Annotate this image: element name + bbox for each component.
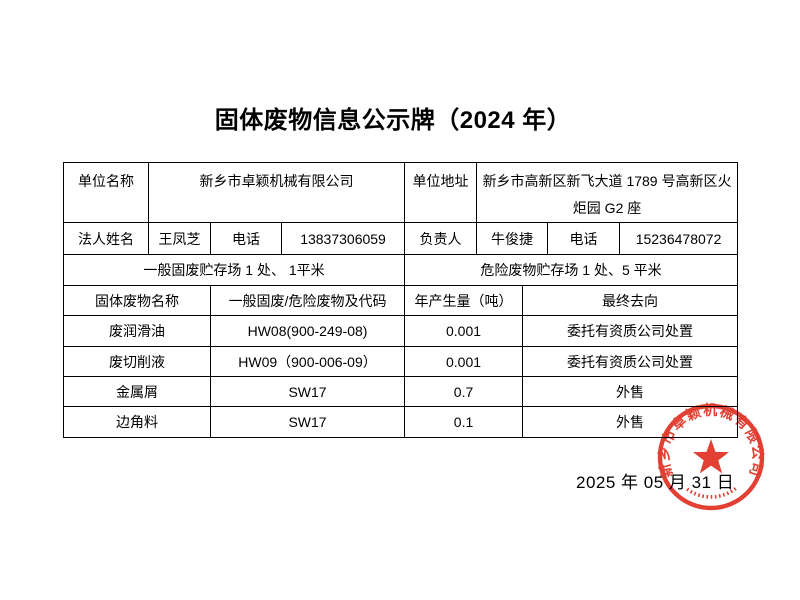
waste-destination: 委托有资质公司处置 xyxy=(522,315,739,347)
header-waste-code: 一般固废/危险废物及代码 xyxy=(209,285,406,316)
page-title: 固体废物信息公示牌（2024 年） xyxy=(214,107,572,134)
table-row: 法人姓名 王凤芝 电话 13837306059 负责人 牛俊捷 电话 15236… xyxy=(63,222,739,255)
waste-amount: 0.1 xyxy=(404,406,524,438)
general-storage-cell: 一般固废贮存场 1 处、 1平米 xyxy=(62,254,406,286)
unit-address-value: 新乡市高新区新飞大道 1789 号高新区火炬园 G2 座 xyxy=(476,162,739,223)
legal-person-value: 王凤芝 xyxy=(148,222,211,255)
table-row: 废切削液 HW09（900-006-09） 0.001 委托有资质公司处置 xyxy=(63,346,739,377)
table-row: 金属屑 SW17 0.7 外售 xyxy=(63,376,739,407)
issue-date: 2025 年 05 月 31 日 xyxy=(576,473,735,492)
hazardous-storage-cell: 危险废物贮存场 1 处、5 平米 xyxy=(404,254,739,286)
waste-code: SW17 xyxy=(209,406,406,438)
waste-name: 废润滑油 xyxy=(63,315,211,347)
header-destination: 最终去向 xyxy=(522,285,739,316)
phone1-label: 电话 xyxy=(210,222,282,255)
responsible-value: 牛俊捷 xyxy=(476,222,549,255)
unit-name-value: 新乡市卓颖机械有限公司 xyxy=(147,162,406,223)
phone2-value: 15236478072 xyxy=(619,222,739,255)
header-waste-name: 固体废物名称 xyxy=(63,285,211,316)
unit-address-label: 单位地址 xyxy=(404,162,478,223)
waste-destination: 外售 xyxy=(522,376,739,407)
waste-amount: 0.001 xyxy=(404,346,524,377)
legal-person-label: 法人姓名 xyxy=(63,222,149,255)
waste-name: 边角料 xyxy=(63,406,211,438)
waste-name: 废切削液 xyxy=(63,346,211,377)
waste-code: HW09（900-006-09） xyxy=(209,346,406,377)
waste-name: 金属屑 xyxy=(63,376,211,407)
table-row: 一般固废贮存场 1 处、 1平米 危险废物贮存场 1 处、5 平米 xyxy=(62,254,739,286)
table-header-row: 固体废物名称 一般固废/危险废物及代码 年产生量（吨） 最终去向 xyxy=(63,285,739,316)
waste-destination: 委托有资质公司处置 xyxy=(522,346,739,377)
table-row: 单位名称 新乡市卓颖机械有限公司 单位地址 新乡市高新区新飞大道 1789 号高… xyxy=(63,162,739,223)
waste-code: SW17 xyxy=(209,376,406,407)
waste-amount: 0.001 xyxy=(404,315,524,347)
waste-amount: 0.7 xyxy=(404,376,524,407)
waste-destination: 外售 xyxy=(522,406,739,438)
header-annual-amount: 年产生量（吨） xyxy=(404,285,524,316)
phone1-value: 13837306059 xyxy=(280,222,406,255)
unit-name-label: 单位名称 xyxy=(63,162,149,223)
phone2-label: 电话 xyxy=(547,222,621,255)
waste-code: HW08(900-249-08) xyxy=(209,315,406,347)
table-row: 废润滑油 HW08(900-249-08) 0.001 委托有资质公司处置 xyxy=(63,315,739,347)
responsible-label: 负责人 xyxy=(404,222,478,255)
table-row: 边角料 SW17 0.1 外售 xyxy=(63,406,739,438)
waste-info-table: 单位名称 新乡市卓颖机械有限公司 单位地址 新乡市高新区新飞大道 1789 号高… xyxy=(62,162,739,438)
